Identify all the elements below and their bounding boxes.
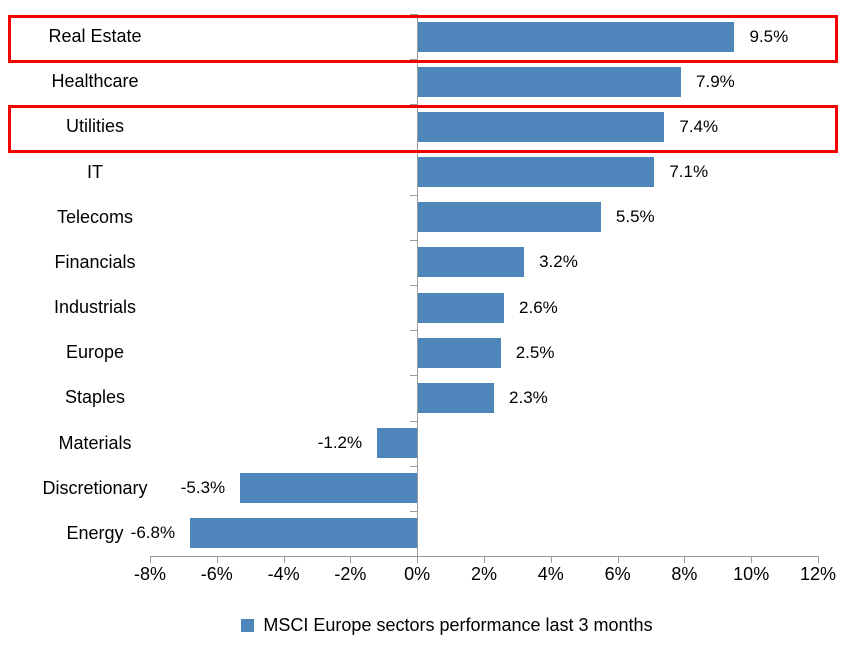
value-label: 2.3% bbox=[509, 387, 548, 407]
category-label: Healthcare bbox=[51, 71, 139, 92]
category-label: Industrials bbox=[53, 297, 137, 317]
category-tick-mark bbox=[410, 14, 418, 15]
category-tick-mark bbox=[410, 556, 418, 557]
bar bbox=[417, 202, 601, 233]
category-label: Discretionary bbox=[42, 477, 148, 498]
category-label: Staples bbox=[64, 387, 126, 408]
bar bbox=[377, 428, 418, 459]
x-tick-mark bbox=[216, 556, 218, 563]
x-tick-label: 2% bbox=[470, 564, 497, 584]
legend-label: MSCI Europe sectors performance last 3 m… bbox=[263, 614, 653, 635]
category-tick-mark bbox=[410, 420, 418, 422]
category-label: Utilities bbox=[65, 116, 124, 137]
bar bbox=[417, 337, 501, 368]
value-label: 5.5% bbox=[615, 207, 655, 227]
x-tick-label: 0% bbox=[404, 564, 431, 584]
value-label: 7.1% bbox=[669, 162, 709, 182]
x-tick-label: 8% bbox=[671, 564, 698, 584]
bar bbox=[190, 518, 418, 549]
x-tick-mark bbox=[617, 556, 619, 563]
category-tick-mark bbox=[410, 194, 418, 196]
bar bbox=[417, 382, 494, 413]
x-tick-label: -4% bbox=[267, 564, 300, 584]
x-tick-mark bbox=[283, 556, 285, 563]
category-label: Financials bbox=[54, 251, 136, 272]
category-axis-line bbox=[417, 14, 419, 563]
category-label: Materials bbox=[58, 432, 132, 453]
x-tick-mark bbox=[751, 556, 753, 563]
category-tick-mark bbox=[410, 239, 418, 241]
x-tick-label: 6% bbox=[604, 564, 631, 584]
x-tick-label: -8% bbox=[133, 564, 166, 584]
bar bbox=[417, 157, 655, 188]
x-tick-mark bbox=[350, 556, 352, 563]
x-tick-mark bbox=[417, 556, 419, 563]
category-label: Energy bbox=[66, 522, 124, 543]
value-label: 2.5% bbox=[515, 342, 555, 362]
x-tick-label: -2% bbox=[334, 564, 367, 584]
x-tick-mark bbox=[684, 556, 686, 563]
bar bbox=[240, 473, 418, 504]
x-tick-mark bbox=[484, 556, 485, 563]
category-tick-mark bbox=[410, 104, 418, 106]
value-label: 3.2% bbox=[539, 252, 578, 272]
x-tick-label: -6% bbox=[200, 564, 233, 584]
value-label: 9.5% bbox=[749, 26, 789, 46]
x-tick-mark bbox=[150, 556, 151, 563]
category-tick-mark bbox=[410, 330, 418, 332]
value-label: -6.8% bbox=[130, 523, 176, 543]
category-tick-mark bbox=[410, 375, 418, 377]
value-label: -1.2% bbox=[317, 433, 363, 453]
x-tick-label: 12% bbox=[799, 564, 837, 584]
category-tick-mark bbox=[410, 465, 418, 467]
bar bbox=[417, 247, 525, 278]
value-label: -5.3% bbox=[180, 478, 226, 498]
highlight-box-real-estate bbox=[8, 15, 838, 63]
bar bbox=[417, 66, 682, 97]
bar bbox=[417, 111, 665, 142]
bar bbox=[417, 21, 735, 52]
category-label: Telecoms bbox=[56, 206, 134, 227]
legend: MSCI Europe sectors performance last 3 m… bbox=[0, 613, 852, 637]
category-tick-mark bbox=[410, 510, 418, 512]
value-label: 7.9% bbox=[696, 71, 735, 91]
x-tick-label: 10% bbox=[733, 564, 770, 584]
category-label: IT bbox=[87, 161, 103, 182]
bar bbox=[417, 292, 505, 323]
legend-swatch-icon bbox=[241, 618, 255, 632]
category-tick-mark bbox=[410, 285, 418, 286]
category-tick-mark bbox=[410, 59, 418, 61]
category-label: Europe bbox=[65, 342, 125, 363]
category-tick-mark bbox=[410, 149, 418, 151]
x-tick-label: 4% bbox=[537, 564, 564, 584]
x-tick-mark bbox=[550, 556, 552, 563]
x-tick-mark bbox=[818, 556, 819, 563]
value-label: 7.4% bbox=[679, 116, 719, 136]
highlight-box-utilities bbox=[8, 105, 838, 154]
category-label: Real Estate bbox=[48, 26, 142, 46]
value-label: 2.6% bbox=[519, 297, 558, 317]
